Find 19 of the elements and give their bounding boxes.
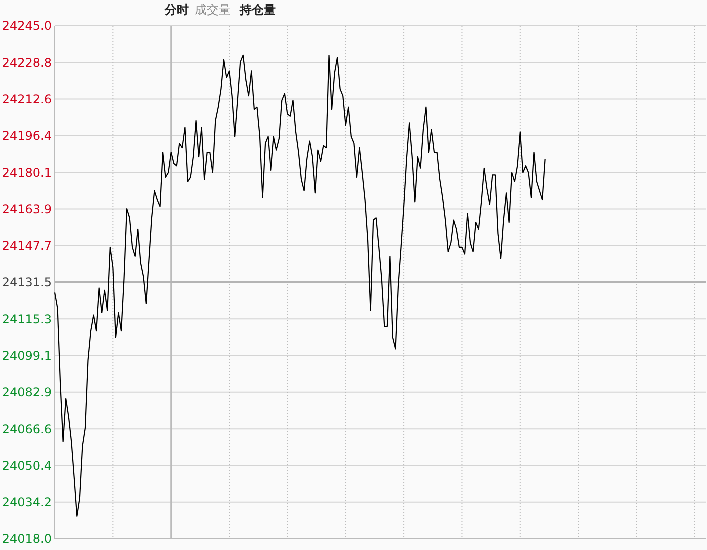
y-tick-label: 24099.1 <box>2 348 52 363</box>
y-tick-label: 24131.5 <box>2 276 52 290</box>
y-tick-label: 24115.3 <box>2 312 52 326</box>
y-tick-label: 24066.6 <box>2 422 52 436</box>
y-tick-label: 24163.9 <box>2 202 52 216</box>
text: 分时 <box>164 3 189 17</box>
line-series <box>54 54 546 517</box>
text: 持仓量 <box>239 3 276 17</box>
y-tick-label: 24050.4 <box>2 458 52 473</box>
text: 成交量 <box>195 3 231 17</box>
y-tick-label: 24034.2 <box>2 496 52 510</box>
y-tick-label: 24082.9 <box>2 386 52 400</box>
y-tick-label: 24228.8 <box>2 56 52 70</box>
y-tick-label: 24147.7 <box>2 239 52 254</box>
y-tick-label: 24018.0 <box>2 532 52 546</box>
y-tick-label: 24196.4 <box>2 129 52 144</box>
y-tick-label: 24212.6 <box>2 92 52 106</box>
y-tick-label: 24245.0 <box>2 19 52 34</box>
y-tick-label: 24180.1 <box>2 166 52 180</box>
